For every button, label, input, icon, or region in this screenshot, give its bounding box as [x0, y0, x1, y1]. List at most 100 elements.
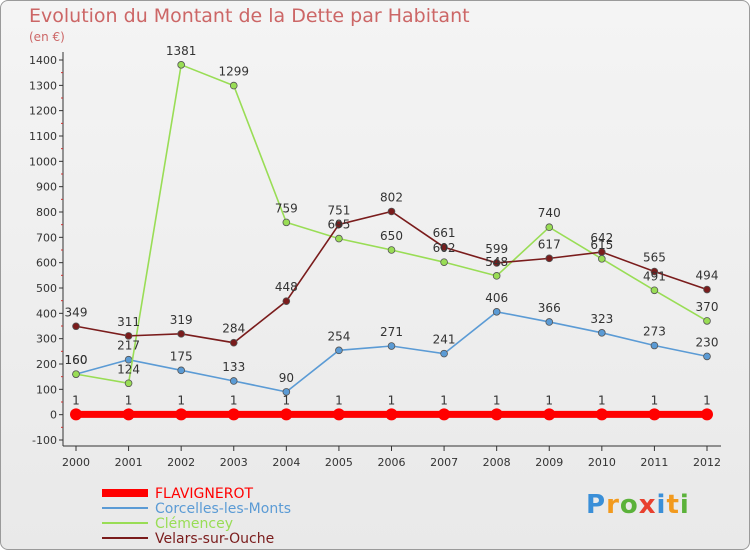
- data-point: [440, 243, 448, 252]
- data-label: 133: [222, 360, 245, 374]
- data-label: 1: [230, 393, 238, 407]
- data-label: 1: [388, 393, 396, 407]
- data-label: 642: [590, 231, 613, 245]
- data-point: [335, 220, 343, 229]
- data-point: [387, 246, 396, 254]
- y-tick-label: 300: [36, 333, 57, 346]
- y-tick-label: -100: [32, 434, 57, 447]
- data-point: [282, 388, 291, 396]
- data-point: [72, 370, 80, 378]
- data-label: 599: [485, 242, 508, 256]
- data-point: [703, 352, 711, 361]
- chart-title: Evolution du Montant de la Dette par Hab…: [29, 5, 470, 27]
- data-point: [543, 408, 556, 421]
- data-point: [229, 81, 238, 90]
- data-point: [492, 272, 501, 280]
- data-label: 254: [327, 329, 350, 343]
- data-point: [124, 332, 133, 340]
- data-point: [703, 317, 711, 325]
- data-point: [387, 342, 396, 350]
- data-label: 323: [590, 312, 613, 326]
- x-tick-label: 2001: [115, 456, 143, 469]
- y-tick-label: 500: [36, 282, 57, 295]
- label-layer: 1 1 1 1 1 1 1 1 1 1 1 1 1 160 217 175 133 90 254 271 241 406 3…: [65, 44, 719, 408]
- data-point: [124, 379, 133, 388]
- x-tick-label: 2009: [535, 456, 563, 469]
- x-tick-label: 2006: [378, 456, 406, 469]
- legend-label: FLAVIGNEROT: [155, 486, 253, 502]
- data-label: 217: [117, 339, 140, 353]
- data-point: [440, 349, 448, 358]
- data-point: [385, 408, 398, 421]
- data-point: [335, 346, 343, 355]
- data-label: 406: [485, 291, 508, 305]
- x-tick-label: 2008: [483, 456, 511, 469]
- data-label: 1299: [218, 65, 249, 79]
- x-tick-label: 2007: [430, 456, 458, 469]
- data-label: 802: [380, 190, 403, 204]
- x-tick-label: 2003: [220, 456, 248, 469]
- data-label: 124: [117, 362, 140, 376]
- y-tick-label: 600: [36, 257, 57, 270]
- data-label: 273: [643, 325, 666, 339]
- data-point: [229, 338, 238, 347]
- data-label: 1: [335, 393, 343, 407]
- data-point: [650, 286, 659, 295]
- data-point: [387, 207, 396, 216]
- data-label: 1381: [166, 44, 197, 58]
- data-label: 740: [538, 206, 561, 220]
- data-point: [490, 408, 503, 421]
- x-tick-label: 2012: [693, 456, 721, 469]
- data-point: [492, 308, 501, 316]
- data-label: 175: [170, 349, 193, 363]
- data-point: [122, 408, 135, 421]
- data-label: 271: [380, 325, 403, 339]
- data-point: [282, 297, 291, 305]
- y-tick-label: 900: [36, 181, 57, 194]
- data-label: 751: [327, 203, 350, 217]
- logo-letter: r: [606, 490, 620, 520]
- data-point: [648, 408, 661, 421]
- data-label: 284: [222, 322, 245, 336]
- data-label: 759: [275, 201, 298, 215]
- legend-label: Corcelles-les-Monts: [155, 501, 291, 517]
- data-point: [650, 267, 659, 276]
- data-point: [438, 408, 451, 421]
- data-label: 1: [493, 393, 501, 407]
- logo-letter: i: [656, 490, 667, 520]
- logo-letter: t: [666, 490, 680, 520]
- data-label: 311: [117, 315, 140, 329]
- y-tick-label: 0: [50, 409, 57, 422]
- data-label: 1: [545, 393, 553, 407]
- x-tick-label: 2010: [588, 456, 616, 469]
- data-label: 1: [703, 393, 711, 407]
- data-point: [282, 218, 291, 227]
- y-tick-label: 1400: [29, 54, 57, 67]
- y-tick-label: 100: [36, 383, 57, 396]
- x-tick-label: 2002: [167, 456, 195, 469]
- data-point: [703, 285, 711, 294]
- data-point: [70, 408, 82, 421]
- data-label: 1: [125, 393, 133, 407]
- data-label: 1: [651, 393, 659, 407]
- data-point: [492, 259, 501, 267]
- data-label: 90: [279, 371, 294, 385]
- legend: FLAVIGNEROTCorcelles-les-MontsClémenceyV…: [102, 486, 291, 547]
- chart-subtitle: (en €): [29, 30, 65, 44]
- x-tick-label: 2000: [62, 456, 90, 469]
- x-tick-label: 2005: [325, 456, 353, 469]
- y-tick-label: 1100: [29, 130, 57, 143]
- logo-letter: o: [619, 490, 639, 520]
- data-label: 615: [590, 238, 613, 252]
- data-label: 1: [598, 393, 606, 407]
- axes: -100 0 100 200 300 400 500 600 700 800 900 1000 1100…: [29, 52, 721, 469]
- data-label: 1: [283, 393, 291, 407]
- data-label: 1: [72, 393, 80, 407]
- data-point: [280, 408, 293, 421]
- data-label: 160: [65, 353, 88, 367]
- data-point: [595, 408, 608, 421]
- data-label: 491: [643, 269, 666, 283]
- data-point: [335, 234, 343, 243]
- logo-letter: i: [679, 490, 690, 520]
- logo-letter: P: [586, 490, 607, 520]
